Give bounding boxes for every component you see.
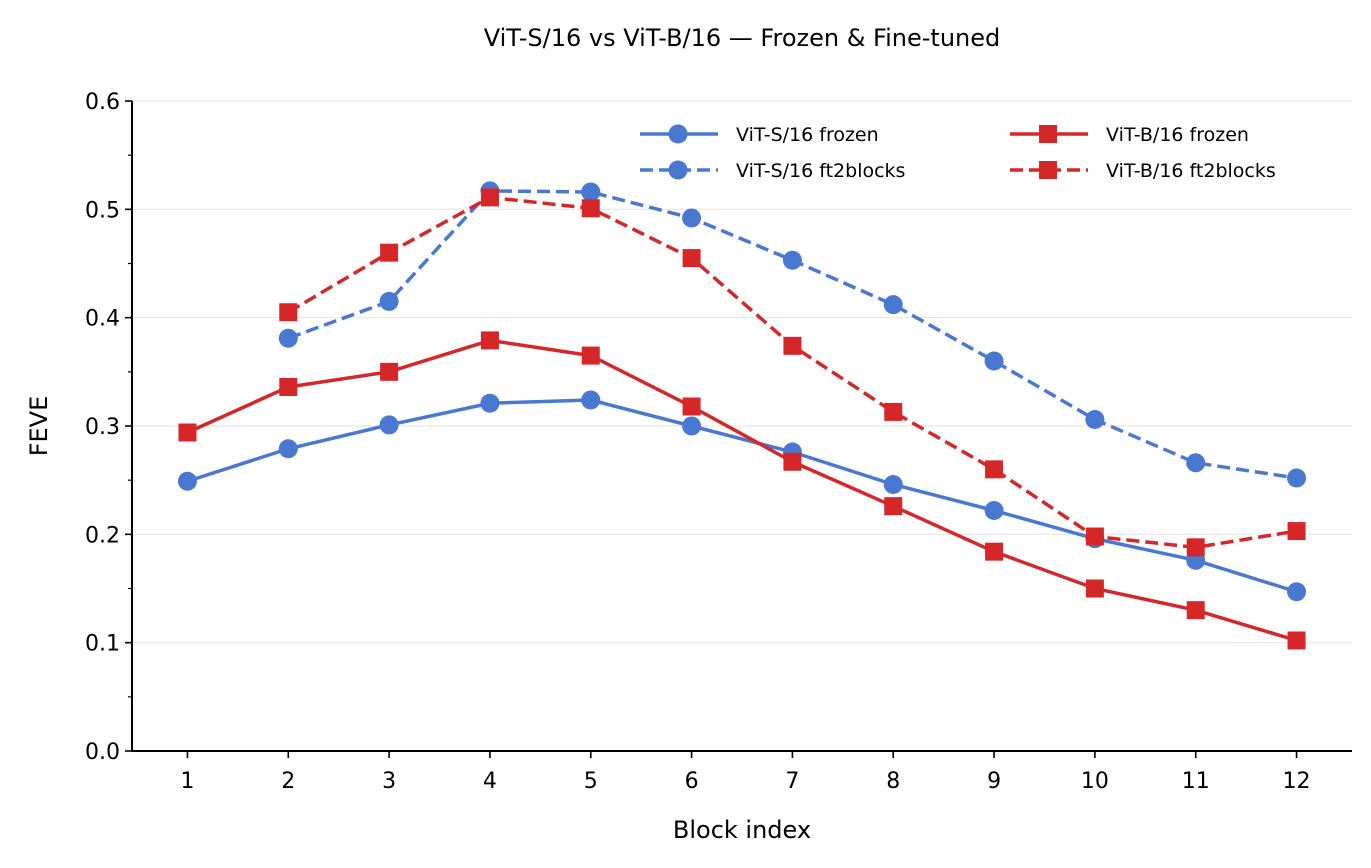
data-point: [1287, 631, 1306, 650]
data-point: [379, 291, 399, 311]
axes: 0.00.10.20.30.40.50.61 2 3 4 5 6 7 8 9 10 11 12: [85, 90, 1352, 794]
x-tick-label: 11: [1182, 769, 1210, 794]
series-vit-b-16-ft2blocks: [279, 188, 1306, 557]
data-point: [985, 460, 1004, 479]
data-point: [581, 182, 601, 202]
series-vit-b-16-frozen: [178, 331, 1306, 650]
chart-title: ViT-S/16 vs ViT-B/16 — Frozen & Fine-tun…: [484, 24, 1001, 52]
y-tick-label: 0.1: [85, 632, 120, 657]
x-tick-label: 10: [1081, 769, 1109, 794]
y-tick-label: 0.2: [85, 523, 120, 548]
legend-entry: ViT-S/16 ft2blocks: [640, 160, 905, 182]
data-point: [278, 328, 298, 348]
data-point: [1287, 468, 1307, 488]
legend-label: ViT-S/16 frozen: [736, 124, 879, 146]
grid: [132, 100, 1352, 644]
data-point: [178, 423, 197, 442]
data-point: [682, 397, 701, 416]
data-point: [379, 415, 399, 435]
legend-entry: ViT-S/16 frozen: [640, 124, 879, 146]
data-point: [581, 199, 600, 218]
y-tick-label: 0.0: [85, 740, 120, 765]
series-line: [287, 189, 1297, 480]
data-point: [984, 501, 1004, 520]
legend-label: ViT-B/16 frozen: [1106, 124, 1249, 146]
series-layer: [177, 181, 1307, 650]
data-point: [782, 250, 802, 270]
data-point: [682, 208, 702, 228]
data-point: [783, 452, 802, 471]
data-point: [1287, 522, 1306, 541]
data-point: [581, 346, 600, 365]
y-axis-label: FEVE: [25, 396, 53, 457]
data-point: [884, 402, 903, 421]
series-line: [186, 338, 1298, 643]
series-vit-s-16-frozen: [177, 390, 1307, 602]
x-axis-label: Block index: [673, 816, 811, 844]
data-point: [380, 243, 399, 262]
x-tick-label: 5: [584, 769, 598, 794]
x-tick-label: 1: [180, 769, 194, 794]
data-point: [1085, 527, 1104, 546]
x-tick-label: 7: [785, 769, 799, 794]
legend: ViT-S/16 frozen ViT-S/16 ft2blocks ViT-B/1…: [640, 124, 1276, 182]
x-tick-label: 4: [483, 769, 497, 794]
x-tick-label: 12: [1283, 769, 1311, 794]
legend-label: ViT-S/16 ft2blocks: [736, 160, 905, 182]
data-point: [480, 188, 499, 207]
x-tick-label: 9: [987, 769, 1001, 794]
data-point: [1287, 582, 1307, 602]
y-tick-label: 0.3: [85, 415, 120, 440]
series-line: [287, 195, 1297, 550]
x-tick-label: 3: [382, 769, 396, 794]
x-tick-label: 2: [281, 769, 295, 794]
data-point: [1085, 410, 1105, 429]
data-point: [1085, 579, 1104, 598]
data-point: [1186, 453, 1206, 473]
legend-label: ViT-B/16 ft2blocks: [1106, 160, 1276, 182]
data-point: [480, 331, 499, 350]
legend-marker: [668, 160, 688, 180]
data-point: [883, 475, 903, 494]
data-point: [884, 497, 903, 516]
data-point: [1186, 601, 1205, 620]
x-tick-label: 6: [685, 769, 699, 794]
data-point: [278, 439, 298, 459]
data-point: [279, 303, 298, 322]
data-point: [883, 295, 903, 315]
data-point: [380, 362, 399, 381]
data-point: [480, 393, 500, 413]
legend-marker: [668, 124, 688, 144]
y-tick-label: 0.6: [85, 90, 120, 115]
data-point: [682, 416, 702, 436]
y-tick-label: 0.5: [85, 198, 120, 223]
data-point: [985, 542, 1004, 561]
legend-entry: ViT-B/16 ft2blocks: [1010, 160, 1276, 182]
data-point: [279, 378, 298, 396]
data-point: [177, 471, 197, 491]
series-vit-s-16-ft2blocks: [278, 181, 1307, 488]
data-point: [581, 390, 601, 410]
series-line: [186, 398, 1298, 594]
legend-marker: [1039, 161, 1057, 179]
data-point: [984, 351, 1004, 371]
data-point: [682, 249, 701, 268]
legend-marker: [1039, 125, 1057, 143]
legend-entry: ViT-B/16 frozen: [1010, 124, 1249, 146]
x-tick-label: 8: [886, 769, 900, 794]
data-point: [1186, 538, 1205, 557]
y-tick-label: 0.4: [85, 307, 120, 332]
data-point: [783, 336, 802, 355]
